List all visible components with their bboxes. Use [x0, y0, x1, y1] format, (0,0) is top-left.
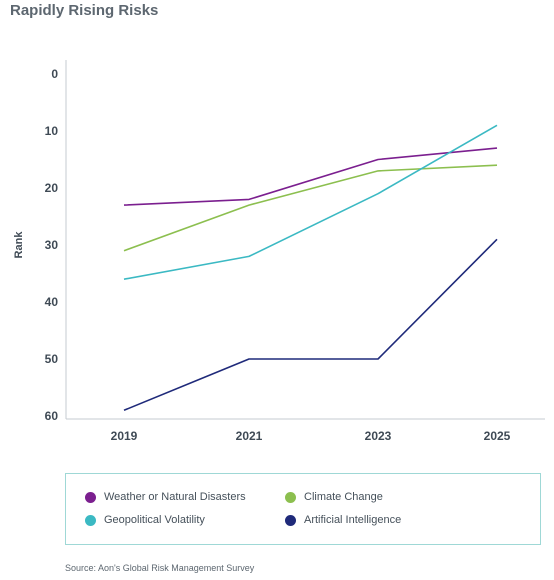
y-tick-label: 20 — [45, 181, 59, 195]
series-line-0 — [123, 147, 498, 206]
legend-swatch — [285, 491, 296, 503]
line-chart: 0 10 20 30 40 50 60 Rank 2019 2021 2023 2025 — [13, 60, 545, 443]
legend-swatch — [285, 514, 296, 526]
legend-item-ai: Artificial Intelligence — [285, 514, 401, 526]
y-tick-label: 40 — [45, 295, 59, 309]
series-line-2 — [123, 124, 498, 280]
x-tick-label: 2021 — [236, 429, 263, 443]
x-tick-label: 2019 — [111, 429, 138, 443]
series-line-1 — [123, 164, 498, 252]
y-tick-label: 60 — [45, 409, 59, 423]
x-tick-label: 2025 — [484, 429, 511, 443]
legend: Weather or Natural Disasters Climate Cha… — [65, 473, 541, 545]
legend-label: Artificial Intelligence — [304, 514, 402, 526]
y-tick-label: 0 — [51, 67, 58, 81]
chart-title: Rapidly Rising Risks — [10, 2, 159, 19]
y-tick-label: 10 — [45, 124, 59, 138]
legend-item-geopolitical: Geopolitical Volatility — [85, 514, 205, 526]
y-tick-label: 50 — [45, 352, 59, 366]
legend-label: Weather or Natural Disasters — [104, 491, 246, 503]
y-axis-label: Rank — [13, 231, 25, 259]
x-tick-label: 2023 — [365, 429, 392, 443]
y-tick-label: 30 — [45, 238, 59, 252]
legend-item-weather: Weather or Natural Disasters — [85, 491, 246, 503]
legend-label: Climate Change — [304, 491, 383, 503]
legend-label: Geopolitical Volatility — [104, 514, 205, 526]
legend-swatch — [85, 491, 96, 503]
legend-item-climate: Climate Change — [285, 491, 383, 503]
legend-swatch — [85, 514, 96, 526]
series-line-3 — [123, 238, 498, 412]
source-note: Source: Aon's Global Risk Management Sur… — [65, 563, 255, 573]
